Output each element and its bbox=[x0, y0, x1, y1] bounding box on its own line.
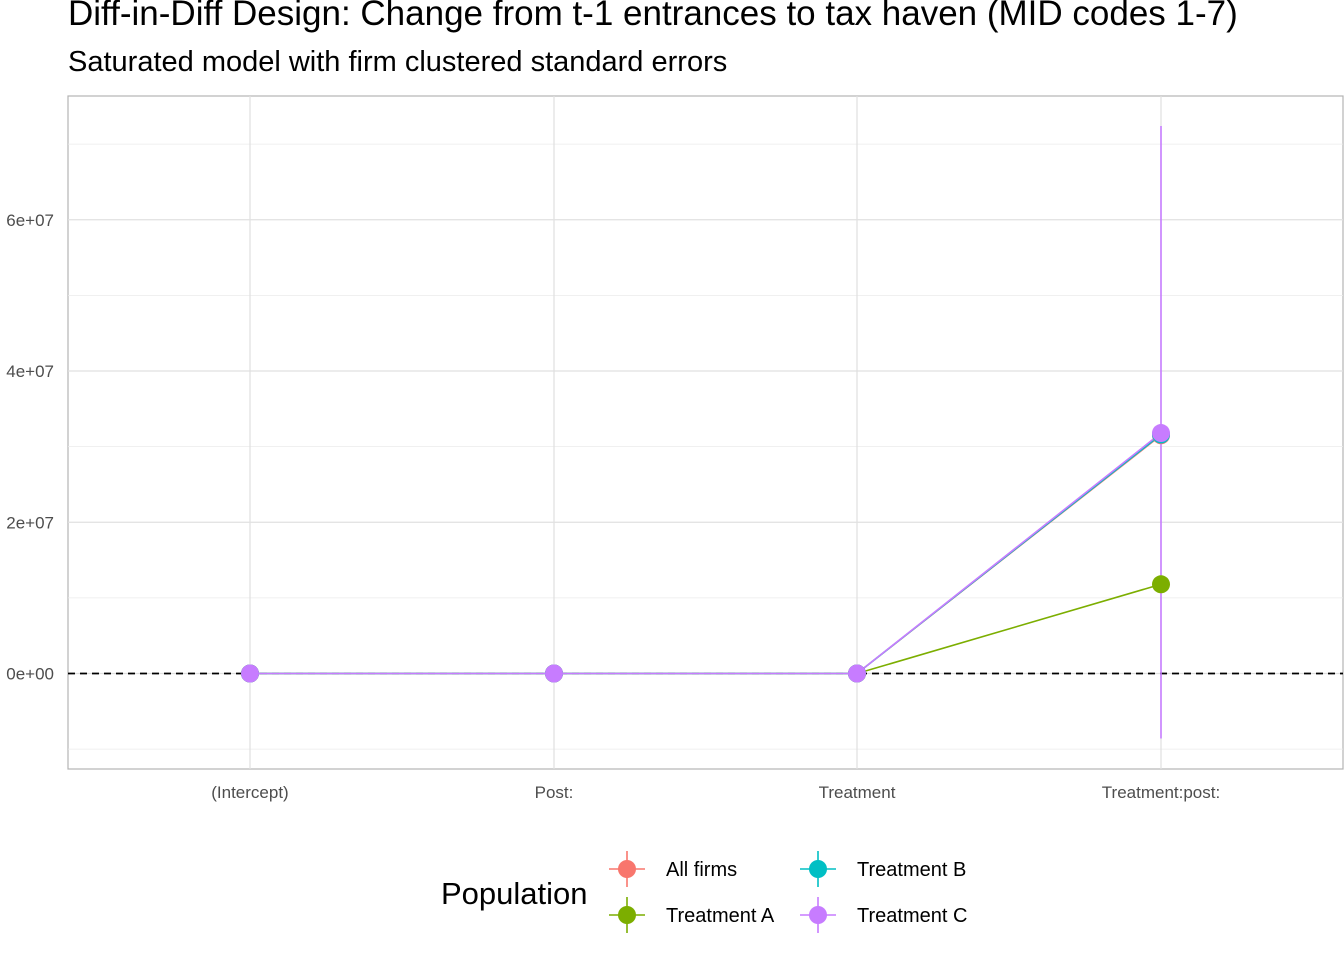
legend-label: Treatment B bbox=[857, 859, 966, 881]
legend-label: Treatment A bbox=[666, 905, 775, 927]
y-tick-label: 2e+07 bbox=[6, 513, 54, 532]
data-point bbox=[241, 664, 259, 683]
legend-label: All firms bbox=[666, 859, 737, 881]
y-axis-ticks: 0e+00 2e+07 4e+07 6e+07 bbox=[6, 211, 54, 684]
x-tick-label: Treatment bbox=[819, 783, 896, 802]
data-point bbox=[1152, 575, 1170, 594]
legend: Population All firms Treatment B Treatment… bbox=[441, 851, 967, 933]
x-axis-ticks: (Intercept) Post: Treatment Treatment:post: bbox=[211, 783, 1220, 802]
y-tick-label: 0e+00 bbox=[6, 665, 54, 684]
data-point bbox=[848, 664, 866, 683]
y-tick-label: 6e+07 bbox=[6, 211, 54, 230]
series-points bbox=[241, 424, 1170, 683]
series-line bbox=[250, 432, 1162, 675]
plot-panel bbox=[67, 95, 1344, 770]
legend-label: Treatment C bbox=[857, 905, 967, 927]
y-tick-label: 4e+07 bbox=[6, 362, 54, 381]
x-tick-label: Treatment:post: bbox=[1102, 783, 1220, 802]
x-tick-label: (Intercept) bbox=[211, 783, 288, 802]
legend-title: Population bbox=[441, 876, 588, 911]
legend-key bbox=[609, 897, 645, 933]
legend-key bbox=[800, 851, 836, 887]
legend-key bbox=[800, 897, 836, 933]
series-lines bbox=[250, 432, 1162, 675]
x-tick-label: Post: bbox=[535, 783, 574, 802]
data-point bbox=[545, 664, 563, 683]
chart-title: Diff-in-Diff Design: Change from t-1 ent… bbox=[68, 0, 1238, 33]
legend-key bbox=[609, 851, 645, 887]
data-point bbox=[1152, 424, 1170, 443]
chart-subtitle: Saturated model with firm clustered stan… bbox=[68, 46, 728, 78]
